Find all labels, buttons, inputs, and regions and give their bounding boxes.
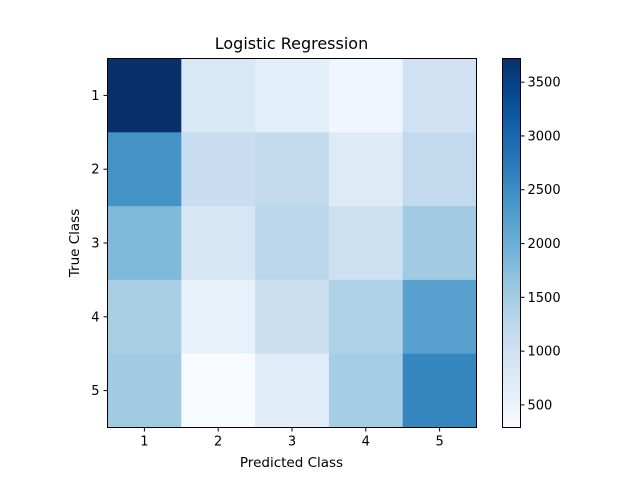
- colorbar-tick-label: 1000: [528, 345, 561, 360]
- heatmap-cell: [402, 132, 477, 207]
- y-tick-label: 4: [91, 310, 99, 325]
- heatmap-cell: [328, 132, 404, 207]
- y-tick-label: 3: [91, 237, 99, 252]
- colorbar-tick-label: 500: [528, 398, 553, 413]
- colorbar-tick-label: 3000: [528, 129, 561, 144]
- colorbar-tick-label: 2000: [528, 237, 561, 252]
- heatmap-cell: [107, 206, 182, 281]
- heatmap-cell: [328, 279, 404, 355]
- y-tick-label: 5: [91, 384, 99, 399]
- x-tick-label: 4: [362, 435, 370, 450]
- heatmap-cell: [402, 206, 477, 281]
- heatmap-cell: [255, 279, 330, 355]
- heatmap-cell: [402, 58, 477, 133]
- x-tick-label: 3: [288, 435, 296, 450]
- x-tick-label: 1: [140, 435, 148, 450]
- heatmap-cell: [107, 58, 182, 133]
- colorbar-tick-label: 3500: [528, 76, 561, 91]
- heatmap-cell: [107, 353, 182, 428]
- y-tick-label: 2: [91, 163, 99, 178]
- colorbar-tick-label: 1500: [528, 291, 561, 306]
- heatmap-cell: [255, 132, 330, 207]
- heatmap-cell: [402, 279, 477, 355]
- x-tick-label: 2: [214, 435, 222, 450]
- heatmap-cell: [328, 58, 404, 133]
- heatmap-cell: [402, 353, 477, 428]
- heatmap-cell: [328, 353, 404, 428]
- heatmap-cell: [181, 206, 256, 281]
- heatmap-cell: [181, 132, 256, 207]
- heatmap-cell: [255, 206, 330, 281]
- heatmap-cells: [107, 58, 477, 428]
- heatmap-cell: [255, 353, 330, 428]
- heatmap-cell: [181, 279, 256, 355]
- heatmap-cell: [107, 132, 182, 207]
- y-tick-label: 1: [91, 89, 99, 104]
- y-axis-ticks: 1 2 3 4 5: [91, 89, 108, 399]
- x-axis-label: Predicted Class: [240, 455, 343, 471]
- heatmap-cell: [181, 353, 256, 428]
- colorbar-ticks: 500 1000 1500 2000 2500 3000 3500: [520, 76, 561, 413]
- heatmap-cell: [107, 279, 182, 355]
- colorbar-tick-label: 2500: [528, 183, 561, 198]
- x-axis-ticks: 1 2 3 4 5: [140, 427, 444, 450]
- colorbar: [502, 58, 521, 428]
- heatmap-cell: [255, 58, 330, 133]
- y-axis-label: True Class: [67, 209, 83, 278]
- chart-title: Logistic Regression: [215, 34, 368, 53]
- heatmap-cell: [328, 206, 404, 281]
- heatmap-cell: [181, 58, 256, 133]
- x-tick-label: 5: [435, 435, 443, 450]
